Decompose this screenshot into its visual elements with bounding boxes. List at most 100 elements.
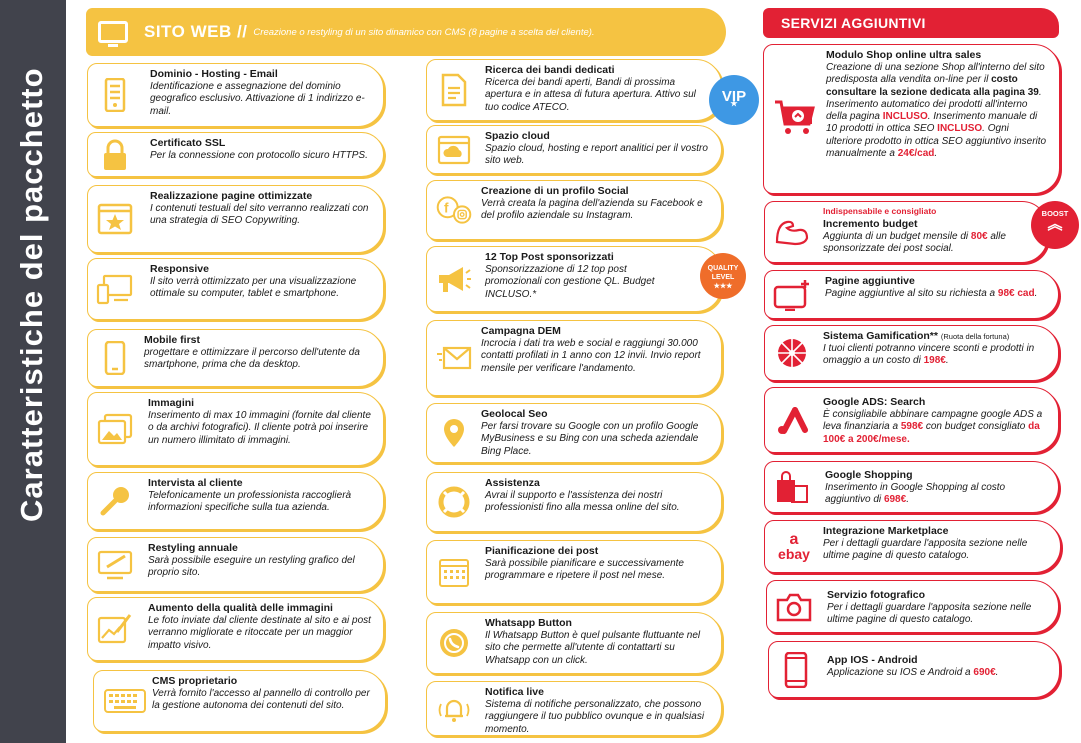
marketplace-desc: Per i dettagli guardare l'apposita sezio… xyxy=(823,538,1028,562)
budget-tag: Indispensabile e consigliato xyxy=(823,206,937,216)
ebay-icon: ebay xyxy=(778,545,810,562)
quality-line2: LEVEL xyxy=(711,274,735,281)
card-geolocal: Geolocal Seo Per farsi trovare su Google… xyxy=(426,403,722,463)
card-desc: Per la connessione con protocollo sicuro… xyxy=(150,150,368,161)
card-desc: progettare e ottimizzare il percorso del… xyxy=(144,347,360,371)
card-servizio-fotografico: Servizio fotografico Per i dettagli guar… xyxy=(766,580,1059,633)
ads-desc: È consigliabile abbinare campagne google… xyxy=(823,409,1043,445)
card-pagine-aggiuntive: Pagine aggiuntive Pagine aggiuntive al s… xyxy=(764,270,1059,319)
card-desc: Sarà possibile eseguire un restyling gra… xyxy=(148,555,355,579)
card-desc: Identificazione e assegnazione del domin… xyxy=(150,81,365,117)
lock-icon xyxy=(96,136,134,174)
budget-desc: Aggiunta di un budget mensile di 80€ all… xyxy=(823,231,1006,255)
card-title: Campagna DEM xyxy=(481,325,561,337)
microphone-icon xyxy=(96,482,134,520)
app-title: App IOS - Android xyxy=(827,654,918,666)
card-marketplace: a ebay Integrazione Marketplace Per i de… xyxy=(764,520,1061,573)
card-title: Notifica live xyxy=(485,686,544,698)
location-pin-icon xyxy=(435,414,473,452)
shop-title: Modulo Shop online ultra sales xyxy=(826,49,982,61)
card-title: Responsive xyxy=(150,263,209,275)
card-title: Aumento della qualità delle immagini xyxy=(148,602,333,614)
web-header: SITO WEB // Creazione o restyling di un … xyxy=(86,8,726,56)
vip-badge-label: VIP xyxy=(721,88,747,105)
cloud-icon xyxy=(435,131,473,169)
photo-title: Servizio fotografico xyxy=(827,589,926,601)
card-cms: CMS proprietario Verrà fornito l'accesso… xyxy=(93,670,386,732)
card-restyling: Restyling annuale Sarà possibile eseguir… xyxy=(87,537,384,592)
card-title: Dominio - Hosting - Email xyxy=(150,68,278,80)
card-desc: Spazio cloud, hosting e report analitici… xyxy=(485,143,708,167)
amazon-icon: a xyxy=(789,530,799,548)
card-title: Immagini xyxy=(148,397,195,409)
gamification-title: Sistema Gamification** (Ruota della fort… xyxy=(823,330,1010,342)
web-header-title: SITO WEB // xyxy=(144,22,248,41)
app-desc: Applicazione su IOS e Android a 690€. xyxy=(827,667,999,678)
shop-desc: Creazione di una sezione Shop all'intern… xyxy=(826,62,1047,160)
card-desc: Sistema di notifiche personalizzato, che… xyxy=(485,699,705,735)
budget-title: Incremento budget xyxy=(823,218,918,230)
smartphone-icon xyxy=(777,651,815,689)
amazon-ebay-icon: a ebay xyxy=(775,528,813,566)
monitor-plus-icon xyxy=(773,276,811,314)
server-icon xyxy=(96,76,134,114)
megaphone-icon xyxy=(435,260,473,298)
card-responsive: Responsive Il sito verrà ottimizzato per… xyxy=(87,258,384,320)
photo-desc: Per i dettagli guardare l'apposita sezio… xyxy=(827,602,1032,626)
images-icon xyxy=(96,410,134,448)
pages-title: Pagine aggiuntive xyxy=(825,275,915,287)
calendar-icon xyxy=(435,553,473,591)
card-desc: Ricerca dei bandi aperti, Bandi di pross… xyxy=(485,77,696,113)
card-notifica: Notifica live Sistema di notifiche perso… xyxy=(426,681,722,736)
card-desc: Per farsi trovare su Google con un profi… xyxy=(481,421,699,457)
card-title: 12 Top Post sponsorizzati xyxy=(485,251,614,263)
keyboard-icon xyxy=(102,682,148,720)
boost-label: BOOST xyxy=(1041,209,1069,218)
card-desc: Inserimento di max 10 immagini (fornite … xyxy=(148,410,371,446)
svg-text:f: f xyxy=(444,201,449,216)
shopping-cart-icon xyxy=(772,95,820,143)
card-title: Realizzazione pagine ottimizzate xyxy=(150,190,313,202)
card-desc: Verrà fornito l'accesso al pannello di c… xyxy=(152,688,370,712)
card-pagine-ottimizzate: Realizzazione pagine ottimizzate I conte… xyxy=(87,185,384,253)
card-desc: Telefonicamente un professionista raccog… xyxy=(148,490,352,514)
quality-stars: ★★★ xyxy=(713,283,733,290)
pages-desc: Pagine aggiuntive al sito su richiesta a… xyxy=(825,288,1038,299)
card-qualita-immagini: Aumento della qualità delle immagini Le … xyxy=(87,597,384,661)
card-dem: Campagna DEM Incrocia i dati tra web e s… xyxy=(426,320,722,396)
card-desc: Il sito verrà ottimizzato per una visual… xyxy=(150,276,357,300)
lifebuoy-icon xyxy=(435,483,473,521)
boost-badge: BOOST ︽ xyxy=(1031,201,1079,249)
google-ads-icon xyxy=(773,401,811,439)
card-title: Ricerca dei bandi dedicati xyxy=(485,64,615,76)
card-top-post: 12 Top Post sponsorizzati Sponsorizzazio… xyxy=(426,246,722,312)
card-google-ads: Google ADS: Search È consigliabile abbin… xyxy=(764,387,1059,453)
shopping-bags-icon xyxy=(773,468,811,506)
whatsapp-icon xyxy=(435,624,473,662)
card-title: Geolocal Seo xyxy=(481,408,548,420)
card-dominio: Dominio - Hosting - Email Identificazion… xyxy=(87,63,384,127)
email-icon xyxy=(435,339,473,377)
web-header-subtitle: Creazione o restyling di un sito dinamic… xyxy=(253,26,595,38)
shopping-desc: Inserimento in Google Shopping al costo … xyxy=(825,482,1006,506)
card-mobile-first: Mobile first progettare e ottimizzare il… xyxy=(87,329,384,387)
vip-badge: VIP ★ xyxy=(709,75,759,125)
vip-star: ★ xyxy=(730,99,738,108)
card-title: Intervista al cliente xyxy=(148,477,243,489)
social-icon: f xyxy=(435,191,473,229)
card-social: f Creazione di un profilo Social Verrà c… xyxy=(426,180,722,240)
marketplace-title: Integrazione Marketplace xyxy=(823,525,949,537)
card-desc: Incrocia i dati tra web e social e raggi… xyxy=(481,338,701,374)
card-budget: Indispensabile e consigliato Incremento … xyxy=(764,201,1048,263)
card-title: Spazio cloud xyxy=(485,130,550,142)
document-icon xyxy=(435,71,473,109)
card-whatsapp: Whatsapp Button Il Whatsapp Button è que… xyxy=(426,612,722,674)
muscle-icon xyxy=(773,213,811,251)
card-shop: Modulo Shop online ultra sales Creazione… xyxy=(763,44,1060,194)
card-desc: Le foto inviate dal cliente destinate al… xyxy=(148,615,371,651)
card-bandi: Ricerca dei bandi dedicati Ricerca dei b… xyxy=(426,59,722,121)
monitor-icon xyxy=(98,21,128,47)
card-title: CMS proprietario xyxy=(152,675,238,687)
card-ssl: Certificato SSL Per la connessione con p… xyxy=(87,132,384,177)
card-app: App IOS - Android Applicazione su IOS e … xyxy=(768,641,1060,698)
